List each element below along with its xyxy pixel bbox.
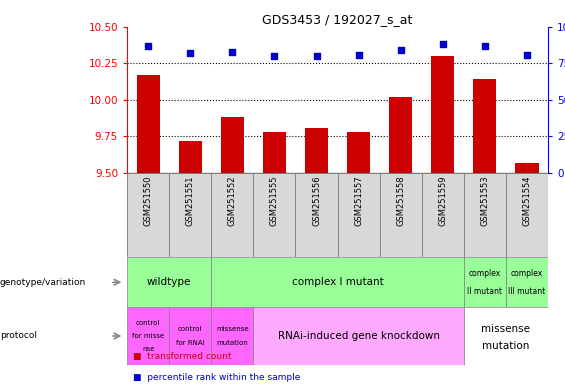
Text: for RNAi: for RNAi — [176, 340, 205, 346]
Bar — [431, 56, 454, 173]
Text: II mutant: II mutant — [467, 287, 502, 296]
Bar — [380, 173, 421, 257]
Text: for misse: for misse — [132, 333, 164, 339]
Text: ■  transformed count: ■ transformed count — [133, 352, 231, 361]
Bar — [169, 173, 211, 257]
Bar — [464, 257, 506, 307]
Text: GSM251559: GSM251559 — [438, 175, 447, 226]
Point — [438, 41, 447, 48]
Text: wildtype: wildtype — [147, 277, 192, 287]
Bar — [127, 307, 169, 365]
Text: GSM251556: GSM251556 — [312, 175, 321, 226]
Bar — [253, 173, 295, 257]
Text: III mutant: III mutant — [508, 287, 546, 296]
Bar — [389, 97, 412, 173]
Text: ■  percentile rank within the sample: ■ percentile rank within the sample — [133, 373, 300, 382]
Text: GSM251555: GSM251555 — [270, 175, 279, 226]
Point — [396, 47, 405, 53]
Bar — [347, 132, 370, 173]
Bar — [473, 79, 497, 173]
Text: GSM251552: GSM251552 — [228, 175, 237, 226]
Bar — [211, 173, 253, 257]
Bar — [506, 257, 548, 307]
Point — [312, 53, 321, 59]
Bar — [179, 141, 202, 173]
Point — [523, 51, 532, 58]
Text: mutation: mutation — [216, 340, 248, 346]
Text: complex: complex — [511, 269, 543, 278]
Bar — [515, 162, 538, 173]
Point — [480, 43, 489, 49]
Text: RNAi-induced gene knockdown: RNAi-induced gene knockdown — [277, 331, 440, 341]
Text: GSM251557: GSM251557 — [354, 175, 363, 226]
Bar — [464, 307, 548, 365]
Text: nse: nse — [142, 346, 154, 352]
Text: GSM251551: GSM251551 — [186, 175, 195, 226]
Text: missense: missense — [481, 324, 531, 334]
Bar — [464, 173, 506, 257]
Bar — [169, 307, 211, 365]
Bar — [127, 257, 211, 307]
Bar — [127, 173, 169, 257]
Text: control: control — [136, 320, 160, 326]
Text: GSM251554: GSM251554 — [523, 175, 532, 226]
Point — [270, 53, 279, 59]
Text: GSM251553: GSM251553 — [480, 175, 489, 226]
Text: complex I mutant: complex I mutant — [292, 277, 384, 287]
Bar — [221, 118, 244, 173]
Text: genotype/variation: genotype/variation — [0, 278, 86, 287]
Bar — [421, 173, 464, 257]
Text: mutation: mutation — [483, 341, 529, 351]
Text: missense: missense — [216, 326, 249, 332]
Bar — [137, 75, 160, 173]
Bar — [263, 132, 286, 173]
Text: control: control — [178, 326, 202, 332]
Bar — [211, 257, 464, 307]
Text: complex: complex — [469, 269, 501, 278]
Title: GDS3453 / 192027_s_at: GDS3453 / 192027_s_at — [262, 13, 413, 26]
Bar — [295, 173, 337, 257]
Point — [228, 49, 237, 55]
Text: GSM251558: GSM251558 — [396, 175, 405, 226]
Point — [186, 50, 195, 56]
Bar — [506, 173, 548, 257]
Point — [354, 51, 363, 58]
Bar — [253, 307, 464, 365]
Text: protocol: protocol — [0, 331, 37, 341]
Point — [144, 43, 153, 49]
Bar — [337, 173, 380, 257]
Text: GSM251550: GSM251550 — [144, 175, 153, 226]
Bar — [305, 127, 328, 173]
Bar — [211, 307, 253, 365]
